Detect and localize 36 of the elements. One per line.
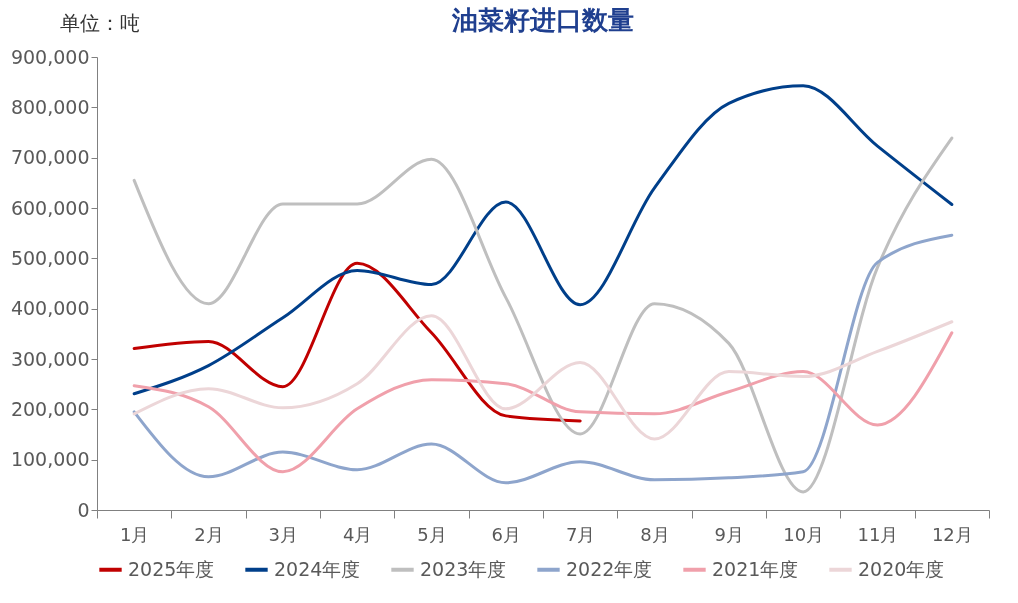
x-tick-label: 5月 bbox=[417, 523, 447, 545]
legend-label: 2025年度 bbox=[128, 557, 215, 580]
y-tick-label: 600,000 bbox=[10, 196, 90, 219]
legend-label: 2022年度 bbox=[566, 557, 653, 580]
line-series bbox=[132, 136, 954, 494]
y-tick-label: 900,000 bbox=[10, 45, 90, 68]
line-series bbox=[132, 331, 954, 474]
y-tick-label: 100,000 bbox=[10, 448, 90, 471]
line-series bbox=[132, 84, 954, 396]
text: 单位：吨 bbox=[60, 10, 140, 37]
x-tick-label: 9月 bbox=[714, 523, 745, 545]
x-tick-label: 1月 bbox=[119, 523, 150, 545]
y-tick-label: 400,000 bbox=[10, 297, 90, 320]
legend-label: 2021年度 bbox=[712, 557, 799, 580]
x-tick-label: 10月 bbox=[783, 523, 825, 545]
legend-label: 2024年度 bbox=[274, 557, 361, 580]
x-tick-label: 12月 bbox=[931, 523, 973, 545]
line-series bbox=[132, 314, 954, 441]
x-tick-label: 2月 bbox=[194, 523, 224, 545]
y-tick-label: 0 bbox=[77, 498, 90, 521]
x-tick-label: 4月 bbox=[342, 523, 373, 545]
x-tick-label: 3月 bbox=[268, 523, 299, 545]
legend-label: 2020年度 bbox=[858, 557, 945, 580]
chart-title: 油菜籽进口数量 bbox=[451, 5, 634, 35]
x-tick-label: 7月 bbox=[565, 523, 596, 545]
y-tick-label: 800,000 bbox=[10, 95, 90, 118]
y-tick-label: 700,000 bbox=[10, 146, 90, 169]
x-tick-label: 11月 bbox=[857, 523, 899, 545]
legend-label: 2023年度 bbox=[420, 557, 507, 580]
y-tick-label: 500,000 bbox=[10, 246, 90, 269]
y-tick-label: 300,000 bbox=[10, 347, 90, 370]
x-tick-label: 8月 bbox=[640, 523, 670, 545]
line-series bbox=[132, 233, 954, 485]
x-tick-label: 6月 bbox=[491, 523, 522, 545]
y-tick-label: 200,000 bbox=[10, 397, 90, 420]
line-series bbox=[132, 261, 582, 423]
